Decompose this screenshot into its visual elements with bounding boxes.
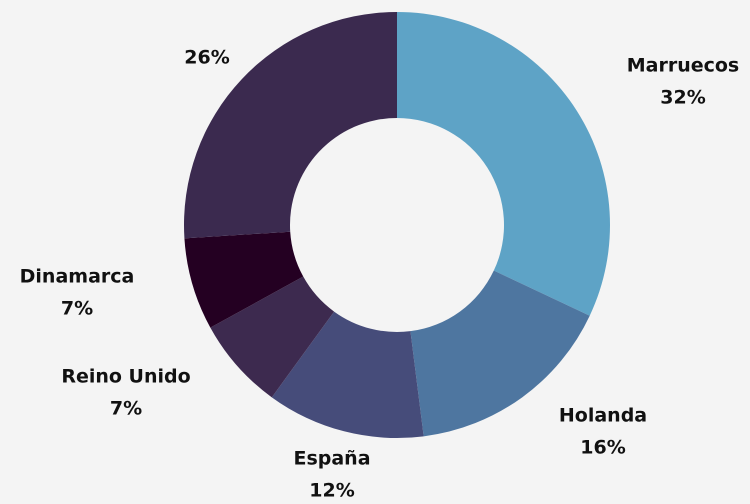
donut-slice xyxy=(410,270,590,437)
donut-slice xyxy=(397,12,610,316)
slice-category-label: Marruecos xyxy=(627,55,740,77)
slice-category-label: Reino Unido xyxy=(61,366,190,388)
slice-value-label: 7% xyxy=(110,398,142,420)
slice-value-label: 7% xyxy=(61,298,93,320)
donut-slice xyxy=(183,12,397,239)
slice-category-label: España xyxy=(293,448,370,470)
donut-slice xyxy=(271,311,424,438)
slice-value-label: 16% xyxy=(580,437,625,459)
donut-slice xyxy=(210,276,335,398)
slice-category-label: Dinamarca xyxy=(20,266,135,288)
slice-value-label: 32% xyxy=(660,87,705,109)
donut-slice xyxy=(184,231,304,328)
slice-value-label: 26% xyxy=(184,47,229,69)
slice-category-label: Holanda xyxy=(559,405,647,427)
slice-value-label: 12% xyxy=(309,480,354,502)
